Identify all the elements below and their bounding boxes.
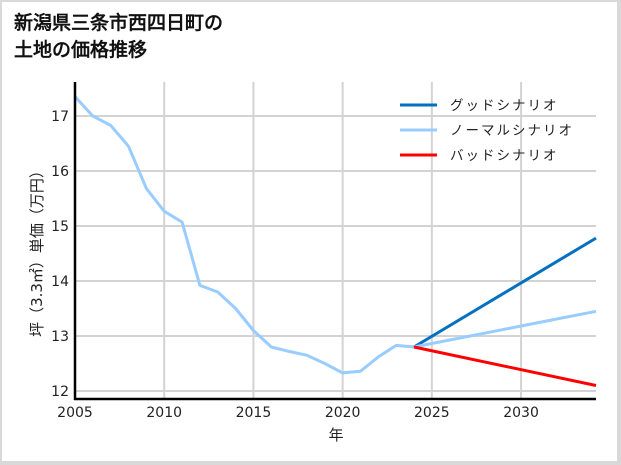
- bad-scenario-line: [413, 345, 597, 387]
- x-tick-label: 2010: [146, 405, 182, 421]
- axes: [73, 82, 596, 401]
- x-tick-label: 2020: [325, 405, 361, 421]
- good-scenario-line: [413, 236, 597, 349]
- grid-lines: [74, 82, 596, 399]
- x-tick-label: 2015: [236, 405, 272, 421]
- x-tick-label: 2005: [57, 405, 93, 421]
- chart-frame: [2, 2, 617, 461]
- x-axis-label: 年: [328, 426, 343, 444]
- legend-label: バッドシナリオ: [450, 148, 559, 164]
- chart-title: 新潟県三条市西四日町の 土地の価格推移: [14, 10, 223, 64]
- x-tick-label: 2025: [414, 405, 450, 421]
- data-lines: [73, 95, 597, 387]
- y-tick-label: 15: [51, 219, 69, 235]
- history-line: [73, 95, 415, 375]
- y-tick-label: 14: [51, 274, 69, 290]
- y-tick-label: 17: [51, 109, 69, 125]
- y-tick-label: 16: [51, 164, 69, 180]
- title-line-1: 新潟県三条市西四日町の: [14, 12, 224, 34]
- y-tick-label: 13: [51, 329, 69, 345]
- y-axis-label: 坪（3.3㎡）単価（万円）: [28, 163, 46, 337]
- tick-labels: 2005 2010 2015 2020 2025 2030 12 13 14 15 16 17: [51, 109, 539, 421]
- y-tick-label: 12: [51, 384, 69, 400]
- title-line-2: 土地の価格推移: [14, 39, 148, 61]
- legend-item-normal: ノーマルシナリオ: [400, 123, 574, 139]
- x-tick-label: 2030: [503, 405, 539, 421]
- legend-item-bad: バッドシナリオ: [400, 148, 559, 164]
- legend-label: グッドシナリオ: [450, 98, 559, 114]
- legend-label: ノーマルシナリオ: [450, 123, 574, 139]
- normal-scenario-line: [413, 309, 597, 349]
- legend-item-good: グッドシナリオ: [400, 98, 559, 114]
